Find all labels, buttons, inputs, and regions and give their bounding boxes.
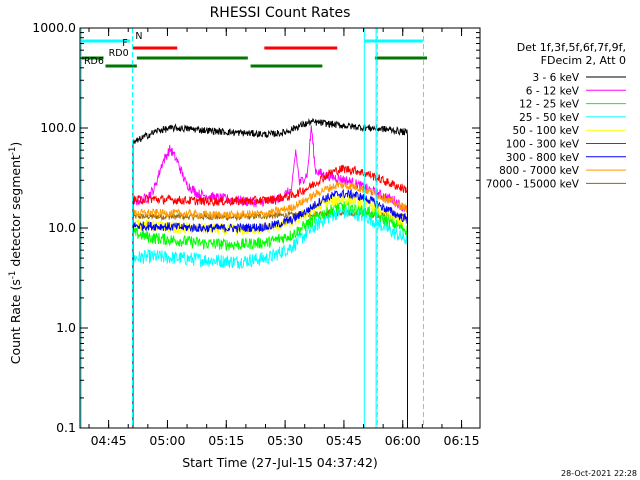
y-tick-label: 100.0 bbox=[40, 120, 76, 135]
x-tick-label: 05:30 bbox=[267, 433, 303, 448]
series-line-50-100kev bbox=[132, 193, 408, 428]
timestamp: 28-Oct-2021 22:28 bbox=[561, 469, 637, 478]
y-tick-label: 1.0 bbox=[56, 320, 76, 335]
state-bar-label-n: N bbox=[135, 31, 142, 42]
legend-entry-label: 12 - 25 keV bbox=[519, 99, 580, 111]
x-tick-label: 06:00 bbox=[385, 433, 421, 448]
chart-title: RHESSI Count Rates bbox=[210, 5, 351, 21]
legend-entry-label: 6 - 12 keV bbox=[526, 85, 580, 97]
series-line-6-12kev bbox=[132, 125, 408, 428]
legend-header-line-1: Det 1f,3f,5f,6f,7f,9f, bbox=[517, 41, 626, 54]
x-tick-label: 06:15 bbox=[444, 433, 480, 448]
x-tick-label: 05:15 bbox=[208, 433, 244, 448]
data-series bbox=[132, 118, 408, 428]
series-line-100-300kev bbox=[132, 164, 408, 428]
state-bar-label-f: F bbox=[122, 38, 127, 49]
legend-header-line-2: FDecim 2, Att 0 bbox=[541, 54, 626, 67]
x-tick-label: 04:45 bbox=[91, 433, 127, 448]
x-tick-label: 05:45 bbox=[326, 433, 362, 448]
legend-entry-label: 300 - 800 keV bbox=[506, 152, 580, 164]
x-tick-label: 05:00 bbox=[149, 433, 185, 448]
series-line-3-6kev bbox=[132, 118, 408, 428]
state-bar-label-rd6: RD6 bbox=[84, 56, 104, 67]
series-line-12-25kev bbox=[132, 200, 408, 428]
legend-entry-label: 50 - 100 keV bbox=[512, 125, 579, 137]
legend-entry-label: 3 - 6 keV bbox=[532, 72, 579, 84]
state-bar-label-rd0: RD0 bbox=[109, 48, 129, 59]
legend: Det 1f,3f,5f,6f,7f,9f, FDecim 2, Att 0 3… bbox=[486, 41, 626, 190]
series-line-800-7000kev bbox=[132, 181, 408, 363]
legend-entry-label: 25 - 50 keV bbox=[519, 112, 580, 124]
y-tick-label: 0.1 bbox=[56, 420, 76, 435]
y-axis-label: Count Rate (s-1 detector segment-1) bbox=[8, 142, 23, 365]
y-tick-label: 1000.0 bbox=[32, 20, 76, 35]
y-tick-label: 10.0 bbox=[48, 220, 76, 235]
series-line-25-50kev bbox=[132, 205, 408, 428]
series-line-300-800kev bbox=[132, 188, 408, 428]
legend-entry-label: 7000 - 15000 keV bbox=[486, 178, 580, 190]
legend-entry-label: 800 - 7000 keV bbox=[499, 165, 580, 177]
legend-entry-label: 100 - 300 keV bbox=[506, 139, 580, 151]
x-axis-label: Start Time (27-Jul-15 04:37:42) bbox=[182, 455, 378, 470]
axes: 1000.0 100.0 10.0 1.0 0.1 04:45 05:00 05:15 05:3… bbox=[32, 20, 481, 448]
